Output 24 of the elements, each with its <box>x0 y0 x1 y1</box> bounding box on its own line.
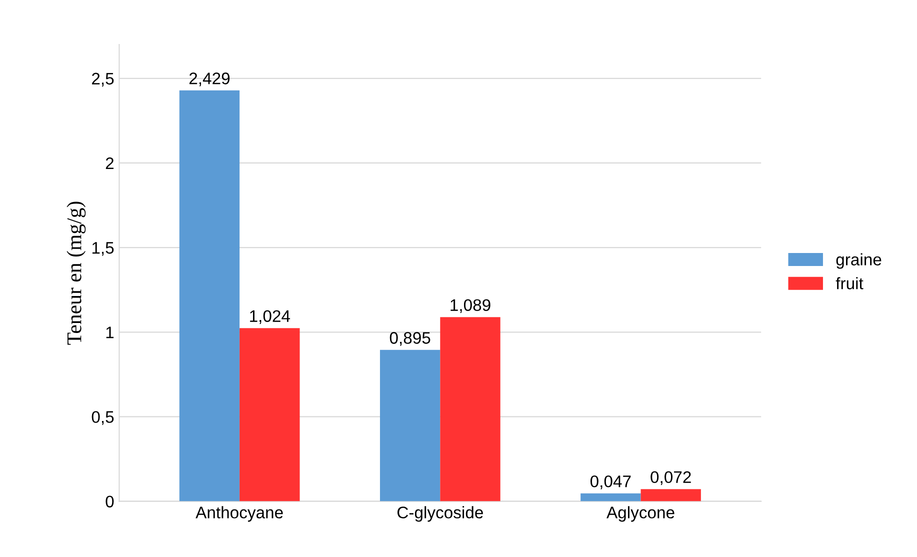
data-label: 1,024 <box>250 310 290 324</box>
data-label: 0,047 <box>590 475 631 490</box>
data-label: 0,895 <box>390 332 430 346</box>
bar <box>179 90 240 502</box>
legend-label: fruit <box>836 277 864 290</box>
bar <box>440 317 500 502</box>
y-axis-title: Teneur en (mg/g) <box>66 202 86 345</box>
bar <box>380 350 440 502</box>
bar <box>580 493 641 502</box>
bar <box>240 328 300 502</box>
legend-label: graine <box>836 253 882 269</box>
y-tick-label: 2 <box>106 157 114 170</box>
y-tick-label: 1,5 <box>92 242 114 256</box>
data-label: 1,089 <box>450 299 490 313</box>
y-tick-label: 2,5 <box>92 72 114 87</box>
bar <box>640 489 701 502</box>
x-tick-label: C-glycoside <box>397 506 483 522</box>
y-tick-label: 1 <box>106 326 114 338</box>
data-label: 0,072 <box>650 471 691 486</box>
x-tick-label: Aglycone <box>606 506 674 522</box>
y-tick-label: 0,5 <box>92 411 114 425</box>
y-tick-label: 0 <box>106 496 114 508</box>
x-tick-label: Anthocyane <box>196 506 283 522</box>
data-label: 2,429 <box>189 72 230 86</box>
